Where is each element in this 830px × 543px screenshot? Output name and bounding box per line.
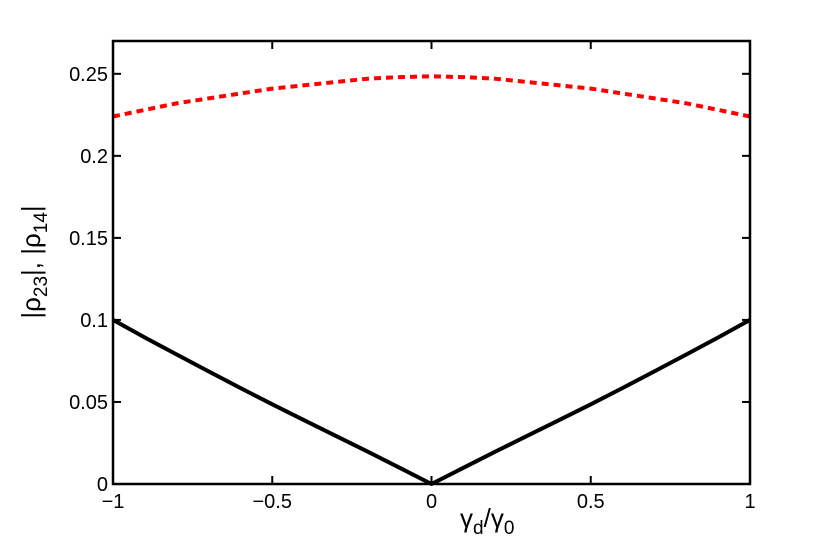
x-tick-label: −1	[102, 491, 125, 513]
x-tick-label: 0	[426, 491, 437, 513]
y-tick-label: 0.05	[69, 392, 108, 414]
series-1-line	[112, 74, 751, 119]
y-tick-label: 0.1	[80, 310, 108, 332]
x-axis-label-gamma-1: γ	[460, 503, 473, 533]
x-tick-label: −0.5	[253, 491, 292, 513]
tick-layer: −1 −0.5 0 0.5 1 0 0.05 0.1 0.15 0.2 0.25	[69, 41, 756, 513]
y-axis-label-part-2: |, |ρ	[16, 233, 46, 276]
y-axis-label: |ρ23|, |ρ14|	[16, 205, 52, 318]
y-axis-label-sub-2: 14	[31, 212, 52, 234]
y-axis-label-sub-1: 23	[31, 276, 52, 297]
x-tick-label: 1	[744, 491, 755, 513]
y-tick-label: 0.15	[69, 228, 108, 250]
y-tick-label: 0.25	[69, 64, 108, 86]
y-tick-label: 0.2	[80, 146, 108, 168]
plot-area	[113, 41, 750, 484]
x-axis-label-slash: /	[484, 503, 492, 533]
x-axis-label-gamma-2: γ	[491, 503, 504, 533]
y-tick-label: 0	[97, 474, 108, 496]
y-axis-label-part-1: |ρ	[16, 297, 46, 319]
x-axis-label: γd/γ0	[460, 503, 514, 539]
x-axis-label-sub-1: d	[473, 518, 484, 539]
x-tick-label: 0.5	[577, 491, 605, 513]
y-axis-label-part-3: |	[16, 205, 46, 212]
plot-frame	[111, 39, 752, 486]
x-axis-label-sub-2: 0	[504, 518, 515, 539]
